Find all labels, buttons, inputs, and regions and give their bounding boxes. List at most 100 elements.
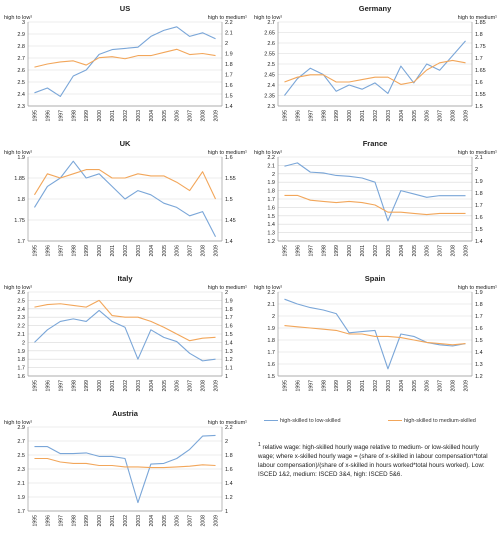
x-tick-label: 2008 bbox=[451, 245, 457, 257]
left-tick-label: 2.5 bbox=[17, 80, 25, 86]
x-tick-label: 2007 bbox=[188, 245, 194, 257]
chart-title: UK bbox=[120, 139, 131, 148]
right-tick-label: 1.9 bbox=[225, 298, 233, 304]
right-tick-label: 1.7 bbox=[225, 315, 233, 321]
x-tick-label: 2007 bbox=[188, 110, 194, 122]
left-axis-label: high to low¹ bbox=[4, 285, 32, 291]
x-tick-label: 1995 bbox=[32, 515, 38, 527]
left-tick-label: 2.6 bbox=[267, 41, 275, 47]
chart-panel-germany: Germany high to low¹ high to medium¹ 2.3 2.3… bbox=[250, 0, 500, 135]
x-tick-label: 1996 bbox=[45, 380, 51, 392]
left-tick-label: 1.7 bbox=[267, 350, 275, 356]
right-tick-label: 1.85 bbox=[475, 20, 486, 26]
chart-title: Germany bbox=[359, 4, 392, 13]
left-tick-label: 2.4 bbox=[267, 83, 275, 89]
x-tick-label: 2004 bbox=[149, 380, 155, 392]
right-tick-label: 1.55 bbox=[225, 176, 236, 182]
x-tick-label: 2001 bbox=[360, 245, 366, 257]
left-tick-label: 2.1 bbox=[17, 481, 25, 487]
left-axis-label: high to low¹ bbox=[254, 150, 282, 156]
right-tick-label: 1.8 bbox=[475, 302, 483, 308]
x-tick-label: 2002 bbox=[373, 245, 379, 257]
left-tick-label: 2.7 bbox=[17, 439, 25, 445]
x-tick-label: 1999 bbox=[334, 245, 340, 257]
right-tick-label: 1 bbox=[225, 374, 228, 380]
right-tick-label: 1.5 bbox=[475, 338, 483, 344]
left-tick-label: 2.3 bbox=[17, 104, 25, 110]
left-tick-label: 1.3 bbox=[267, 231, 275, 237]
x-tick-label: 2009 bbox=[464, 110, 470, 122]
x-tick-label: 2004 bbox=[399, 380, 405, 392]
x-tick-label: 2008 bbox=[451, 110, 457, 122]
x-tick-label: 2003 bbox=[136, 380, 142, 392]
x-tick-label: 1999 bbox=[84, 515, 90, 527]
right-tick-label: 1.4 bbox=[475, 350, 483, 356]
left-tick-label: 1.8 bbox=[17, 357, 25, 363]
left-tick-label: 2.65 bbox=[264, 31, 275, 37]
chart-panel-spain: Spain high to low¹ high to medium¹ 1.5 1.6 1.… bbox=[250, 270, 500, 405]
x-tick-label: 1998 bbox=[71, 380, 77, 392]
x-tick-label: 1997 bbox=[58, 110, 64, 122]
left-tick-label: 1.9 bbox=[17, 155, 25, 161]
right-tick-label: 1.8 bbox=[225, 307, 233, 313]
x-tick-label: 2006 bbox=[425, 380, 431, 392]
left-tick-label: 3 bbox=[22, 20, 25, 26]
chart-svg: Germany high to low¹ high to medium¹ 2.3 2.3… bbox=[254, 4, 498, 122]
x-tick-label: 2004 bbox=[149, 110, 155, 122]
left-tick-label: 1.6 bbox=[17, 374, 25, 380]
x-tick-label: 2004 bbox=[149, 515, 155, 527]
right-tick-label: 1.5 bbox=[225, 94, 233, 100]
x-tick-label: 2006 bbox=[175, 380, 181, 392]
right-tick-label: 1 bbox=[225, 509, 228, 515]
x-tick-label: 2005 bbox=[412, 245, 418, 257]
series-line-high-skilled-to-low-skilled bbox=[284, 40, 466, 96]
chart-panel-austria: Austria high to low¹ high to medium¹ 1.7 1.9… bbox=[0, 405, 250, 540]
series-line-high-skilled-to-medium-skilled bbox=[34, 48, 216, 68]
right-axis-label: high to medium¹ bbox=[458, 15, 498, 21]
left-tick-label: 1.9 bbox=[17, 495, 25, 501]
right-tick-label: 2 bbox=[225, 290, 228, 296]
legend-label-high-medium: high-skilled to medium-skilled bbox=[404, 418, 476, 424]
chart-title: US bbox=[120, 4, 130, 13]
x-tick-label: 2000 bbox=[97, 380, 103, 392]
left-axis-label: high to low¹ bbox=[4, 15, 32, 21]
right-tick-label: 1.5 bbox=[475, 227, 483, 233]
x-tick-label: 2003 bbox=[386, 380, 392, 392]
left-tick-label: 2.3 bbox=[17, 467, 25, 473]
left-tick-label: 2.55 bbox=[264, 52, 275, 58]
series-line-high-skilled-to-medium-skilled bbox=[34, 299, 216, 342]
chart-svg: Austria high to low¹ high to medium¹ 1.7 1.9… bbox=[4, 409, 247, 527]
x-tick-label: 1995 bbox=[32, 110, 38, 122]
x-tick-label: 2009 bbox=[214, 380, 220, 392]
series-line-high-skilled-to-medium-skilled bbox=[34, 169, 217, 200]
chart-panel-france: France high to low¹ high to medium¹ 1.2 1.3 1… bbox=[250, 135, 500, 270]
right-axis-label: high to medium¹ bbox=[458, 285, 498, 291]
x-tick-label: 2009 bbox=[214, 515, 220, 527]
series-line-high-skilled-to-medium-skilled bbox=[34, 457, 216, 469]
right-tick-label: 1.2 bbox=[225, 357, 233, 363]
left-tick-label: 2.4 bbox=[17, 92, 25, 98]
left-tick-label: 1.7 bbox=[267, 197, 275, 203]
x-tick-label: 1997 bbox=[58, 515, 64, 527]
series-line-high-skilled-to-low-skilled bbox=[34, 160, 217, 238]
x-tick-label: 2006 bbox=[175, 245, 181, 257]
x-tick-label: 1999 bbox=[84, 380, 90, 392]
chart-title: Austria bbox=[112, 409, 139, 418]
left-tick-label: 1.7 bbox=[17, 509, 25, 515]
x-tick-label: 2004 bbox=[149, 245, 155, 257]
left-tick-label: 1.2 bbox=[267, 239, 275, 245]
x-tick-label: 2000 bbox=[97, 245, 103, 257]
x-tick-label: 1996 bbox=[45, 245, 51, 257]
x-tick-label: 2005 bbox=[412, 380, 418, 392]
left-tick-label: 1.8 bbox=[267, 189, 275, 195]
right-tick-label: 1.7 bbox=[225, 73, 233, 79]
right-tick-label: 1.4 bbox=[225, 340, 233, 346]
left-tick-label: 2.3 bbox=[17, 315, 25, 321]
right-tick-label: 1.8 bbox=[475, 32, 483, 38]
left-tick-label: 1.8 bbox=[17, 197, 25, 203]
x-tick-label: 2002 bbox=[123, 110, 129, 122]
right-axis-label: high to medium¹ bbox=[208, 150, 248, 156]
series-line-high-skilled-to-medium-skilled bbox=[284, 59, 466, 85]
x-tick-label: 2000 bbox=[347, 380, 353, 392]
x-tick-label: 2002 bbox=[123, 245, 129, 257]
